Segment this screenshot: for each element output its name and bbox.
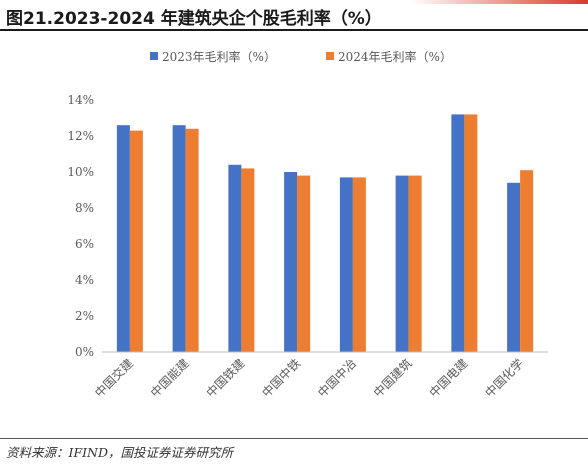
x-tick-label: 中国交建 [91, 356, 136, 401]
bar-2023 [339, 177, 353, 352]
title-accent-bar [410, 0, 588, 4]
legend: 2023年毛利率（%） 2024年毛利率（%） [150, 49, 452, 64]
y-tick-label: 4% [75, 273, 94, 287]
source-note: 资料来源：IFIND，国投证券证券研究所 [6, 445, 234, 460]
bar-2024 [241, 168, 255, 352]
bar-chart: 2023年毛利率（%） 2024年毛利率（%） 0% 2% 4% 6% 8% 10% 12% 1… [67, 49, 548, 401]
x-tick-label: 中国中冶 [314, 356, 359, 401]
y-tick-label: 12% [67, 129, 94, 143]
bar-2024 [352, 177, 366, 352]
y-tick-label: 8% [75, 201, 94, 215]
legend-swatch [326, 52, 334, 60]
bar-2024 [297, 175, 311, 352]
bar-2024 [185, 128, 199, 352]
bottom-rule [0, 438, 588, 439]
bar-2024 [464, 114, 478, 353]
y-axis: 0% 2% 4% 6% 8% 10% 12% 14% [67, 93, 94, 359]
bar-2024 [129, 130, 143, 352]
x-tick-label: 中国铁建 [203, 356, 248, 401]
x-tick-label: 中国中铁 [259, 356, 304, 401]
figure-title: 图21.2023-2024 年建筑央企个股毛利率（%） [6, 9, 382, 29]
bar-2023 [451, 114, 465, 353]
title-bar: 图21.2023-2024 年建筑央企个股毛利率（%） [0, 0, 588, 31]
y-tick-label: 6% [75, 237, 94, 251]
legend-swatch [150, 52, 158, 60]
x-tick-label: 中国化学 [482, 356, 527, 401]
bar-2023 [395, 175, 409, 352]
x-tick-label: 中国电建 [426, 356, 471, 401]
bar-2023 [228, 164, 242, 352]
bar-2024 [408, 175, 422, 352]
x-tick-label: 中国建筑 [370, 356, 415, 401]
y-tick-label: 10% [67, 165, 94, 179]
bar-2023 [116, 125, 130, 352]
bar-2024 [520, 170, 534, 352]
legend-label: 2024年毛利率（%） [338, 49, 452, 64]
title-rule [0, 29, 588, 31]
x-axis: 中国交建 中国能建 中国铁建 中国中铁 中国中冶 中国建筑 中国电建 中国化学 [91, 351, 548, 401]
x-tick-label: 中国能建 [147, 356, 192, 401]
bars [116, 114, 534, 353]
y-tick-label: 14% [67, 93, 94, 107]
y-tick-label: 2% [75, 309, 94, 323]
bar-2023 [284, 172, 298, 352]
y-tick-label: 0% [75, 345, 94, 359]
legend-label: 2023年毛利率（%） [162, 49, 276, 64]
bar-2023 [172, 125, 186, 352]
bar-2023 [507, 182, 521, 352]
